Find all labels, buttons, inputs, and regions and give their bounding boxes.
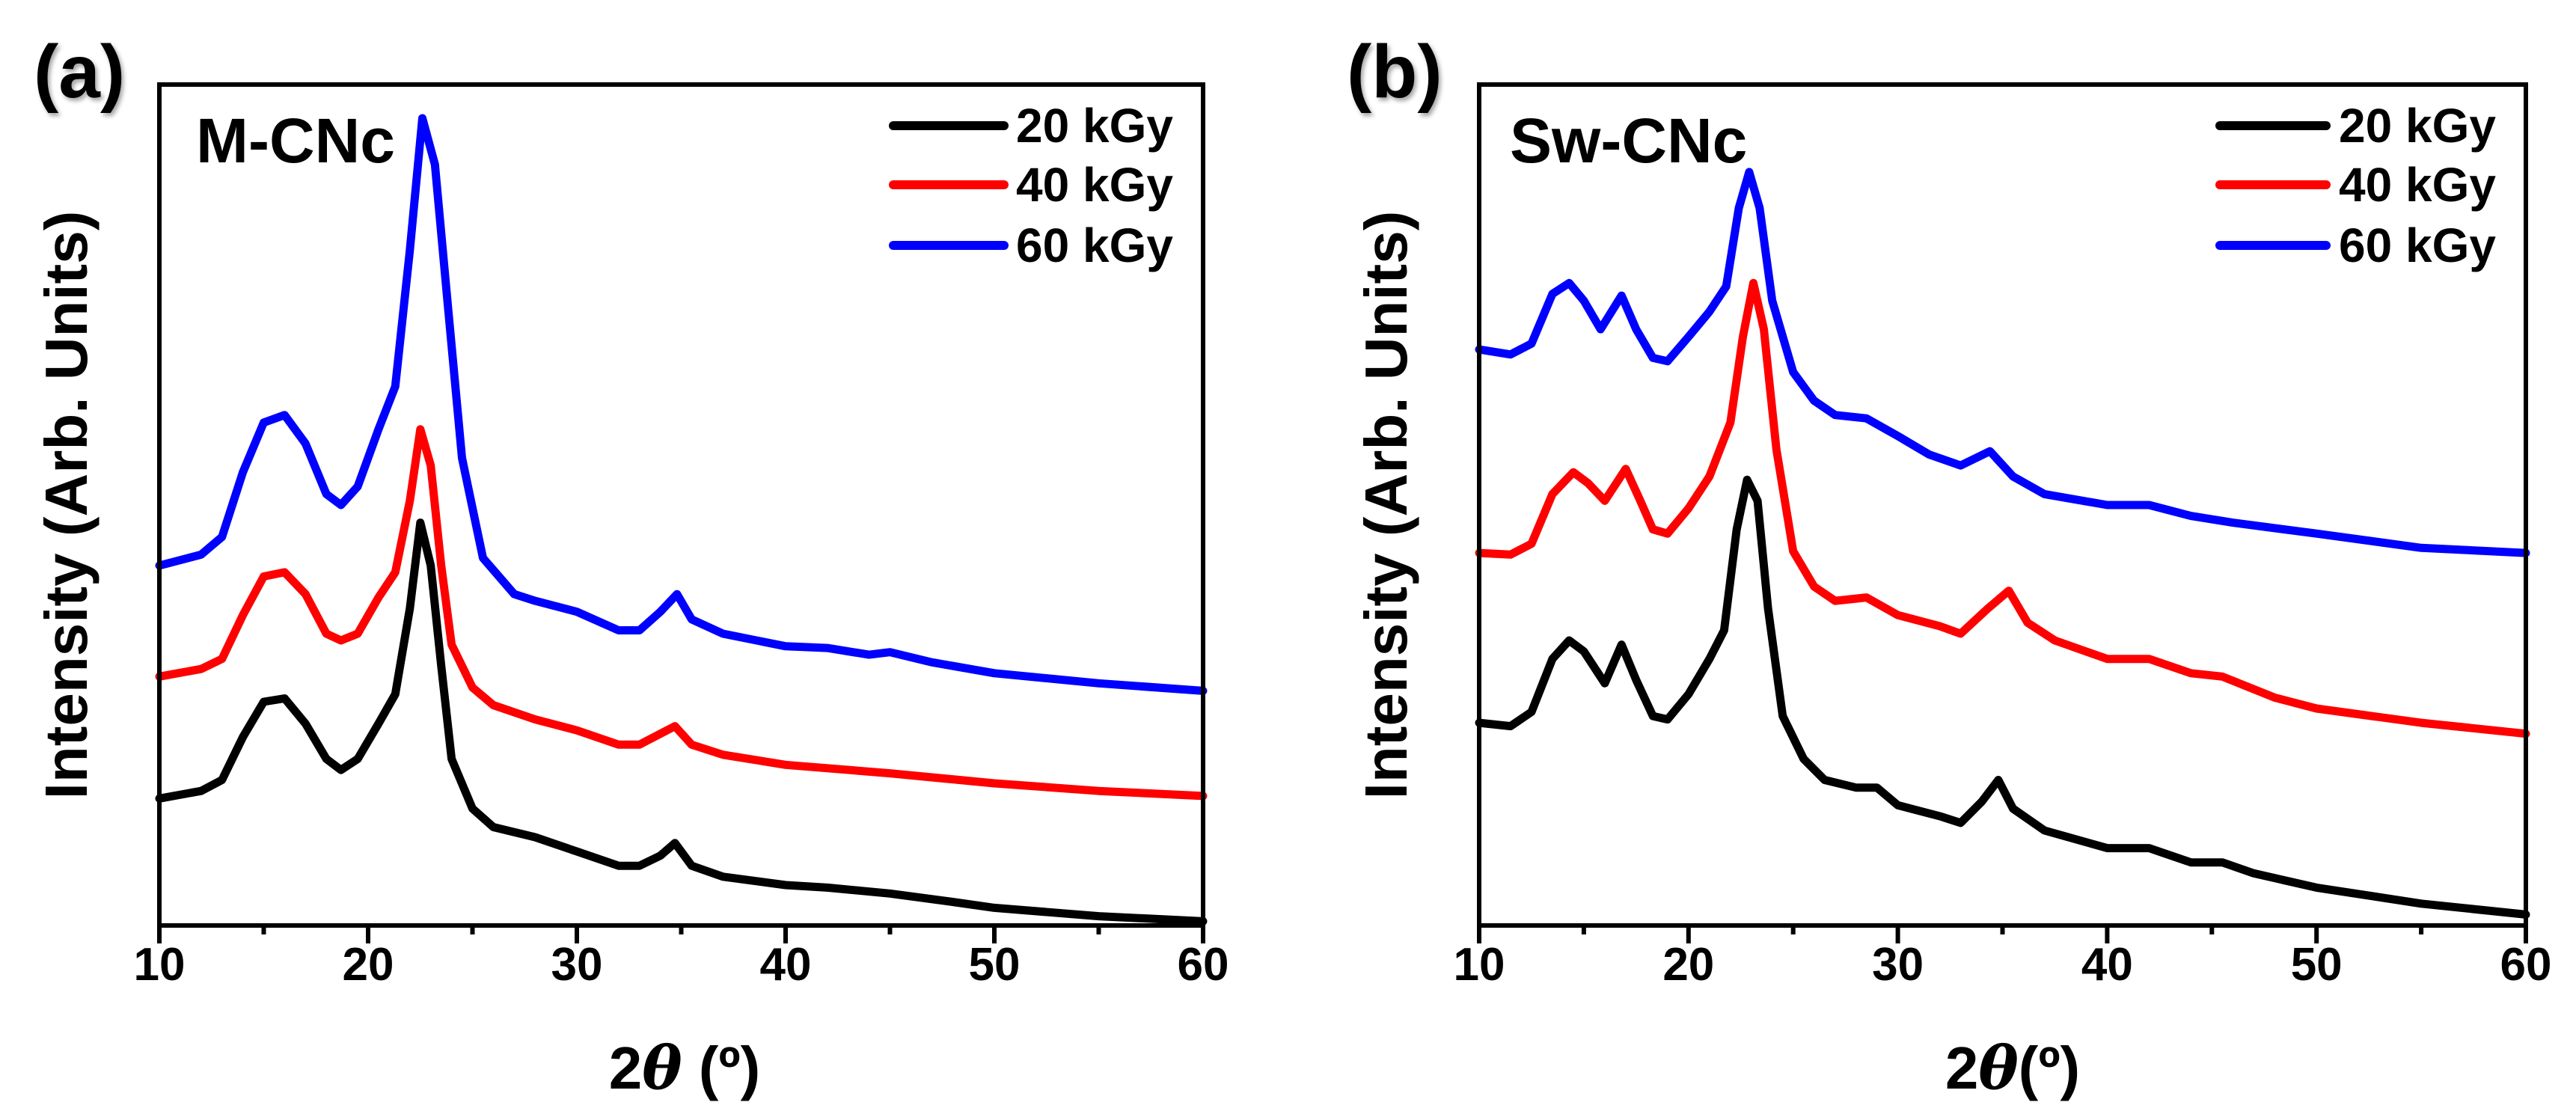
legend-label: 40 kGy: [1016, 158, 1173, 212]
legend-item: 40 kGy: [2215, 158, 2496, 212]
x-axis-title-theta: θ: [1978, 1032, 2019, 1103]
legend-item: 60 kGy: [889, 218, 1173, 272]
x-axis-title: 2θ(º): [1945, 1032, 2080, 1103]
y-axis-title: Intensity (Arb. Units): [33, 211, 100, 800]
legend-label: 20 kGy: [1016, 99, 1173, 153]
sample-label: Sw-CNc: [1510, 105, 1747, 176]
legend-label: 60 kGy: [2339, 218, 2496, 272]
x-tick-label: 30: [1872, 939, 1924, 991]
x-axis-title: 2θ (º): [609, 1032, 761, 1103]
x-tick-label: 50: [2291, 939, 2343, 991]
legend-item: 20 kGy: [889, 99, 1173, 153]
sample-label: M-CNc: [196, 105, 395, 176]
x-tick-label: 40: [2081, 939, 2133, 991]
legend-label: 20 kGy: [2339, 99, 2496, 153]
series-line-60-kgy: [155, 114, 1208, 695]
legend-label: 60 kGy: [1016, 218, 1173, 272]
x-tick-label: 10: [134, 939, 186, 991]
x-axis-title-prefix: 2: [609, 1035, 643, 1101]
x-tick-label: 60: [1178, 939, 1229, 991]
panel-label: (a): [34, 30, 125, 114]
legend-item: 40 kGy: [889, 158, 1173, 212]
series-line-20-kgy: [155, 518, 1208, 925]
x-tick-label: 20: [343, 939, 394, 991]
y-axis-title: Intensity (Arb. Units): [1353, 211, 1419, 800]
x-axis-title-unit: (º): [682, 1035, 761, 1101]
legend-label: 40 kGy: [2339, 158, 2496, 212]
series-line-40-kgy: [1475, 278, 2530, 738]
x-tick-label: 50: [969, 939, 1021, 991]
x-axis-title-prefix: 2: [1945, 1035, 1979, 1101]
panel-label: (b): [1347, 30, 1443, 114]
x-tick-label: 30: [551, 939, 603, 991]
series-line-20-kgy: [1475, 475, 2530, 919]
series-line-60-kgy: [1475, 168, 2530, 557]
legend-item: 60 kGy: [2215, 218, 2496, 272]
legend-item: 20 kGy: [2215, 99, 2496, 153]
x-tick-label: 60: [2500, 939, 2552, 991]
x-tick-label: 20: [1662, 939, 1714, 991]
x-axis-title-theta: θ: [642, 1032, 682, 1103]
x-axis-title-unit: (º): [2019, 1035, 2081, 1101]
x-tick-label: 40: [760, 939, 812, 991]
x-tick-label: 10: [1454, 939, 1505, 991]
series-line-40-kgy: [155, 425, 1208, 801]
